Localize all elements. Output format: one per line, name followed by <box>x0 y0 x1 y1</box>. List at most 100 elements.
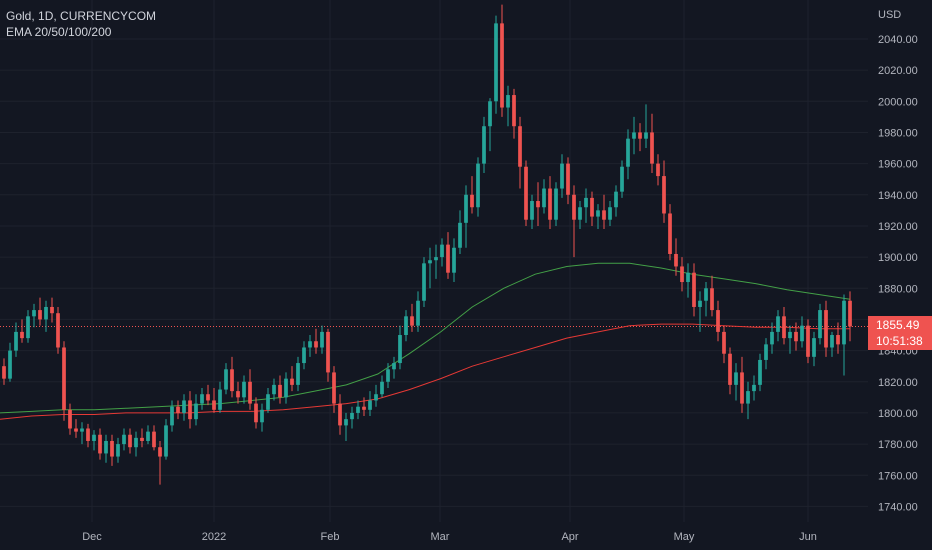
candle <box>494 15 498 114</box>
candle-body <box>182 400 186 413</box>
candle <box>710 275 714 317</box>
candle <box>140 428 144 448</box>
candle <box>596 204 600 230</box>
candle-body <box>626 138 630 167</box>
candle-body <box>668 213 672 254</box>
candle-body <box>794 331 798 342</box>
candle <box>380 375 384 398</box>
candle-body <box>26 316 30 339</box>
candle <box>344 412 348 441</box>
candle <box>152 425 156 451</box>
time-axis: Dec 2022 Feb Mar Apr May Jun <box>82 531 817 543</box>
candle <box>242 375 246 404</box>
candle <box>170 400 174 432</box>
candle-body <box>740 372 744 404</box>
candle-body <box>764 344 768 360</box>
candle-body <box>656 163 660 177</box>
candle <box>356 400 360 420</box>
candle-body <box>776 316 780 332</box>
candle-body <box>716 310 720 332</box>
candle <box>740 356 744 413</box>
candle <box>230 356 234 398</box>
candle <box>524 160 528 226</box>
candle-body <box>128 434 132 448</box>
candle-body <box>338 403 342 426</box>
candle <box>530 194 534 230</box>
candle <box>584 188 588 223</box>
candle <box>716 300 720 342</box>
candle-body <box>272 384 276 395</box>
candle-body <box>440 244 444 258</box>
candle <box>506 85 510 127</box>
candle-body <box>836 335 840 345</box>
candle <box>350 406 354 429</box>
candle-body <box>770 331 774 345</box>
candle-body <box>80 428 84 432</box>
candle-body <box>698 300 702 307</box>
candle <box>254 397 258 429</box>
candle-body <box>56 313 60 348</box>
candle <box>194 394 198 426</box>
candle-body <box>482 126 486 164</box>
candle <box>398 325 402 370</box>
candle <box>68 403 72 435</box>
candle-body <box>266 394 270 410</box>
candle-body <box>506 95 510 108</box>
candle-body <box>758 359 762 385</box>
candle <box>572 185 576 258</box>
last-price-tag: 1855.49 <box>868 316 932 335</box>
candle <box>212 387 216 413</box>
candle <box>806 319 810 364</box>
candle <box>14 322 18 357</box>
candle <box>830 331 834 357</box>
candle <box>698 291 702 332</box>
candle <box>848 291 852 342</box>
candle-body <box>614 191 618 208</box>
candle <box>812 331 816 367</box>
candle <box>536 182 540 226</box>
x-tick-label: Apr <box>561 531 578 543</box>
candle <box>470 176 474 214</box>
candle <box>668 204 672 261</box>
price-axis: 1740.001760.001780.001800.001820.001840.… <box>878 9 918 513</box>
countdown-tag: 10:51:38 <box>868 332 932 351</box>
y-tick-label: 2020.00 <box>878 65 918 77</box>
candle-body <box>296 363 300 385</box>
candle <box>728 347 732 395</box>
candle <box>110 434 114 466</box>
candle <box>200 387 204 410</box>
candle <box>56 306 60 354</box>
candle <box>548 176 552 230</box>
candle-body <box>14 331 18 351</box>
y-tick-label: 1880.00 <box>878 283 918 295</box>
candle <box>746 381 750 420</box>
x-tick-label: Jun <box>799 531 817 543</box>
candle-body <box>152 431 156 448</box>
candle-body <box>530 201 534 220</box>
candle <box>74 419 78 438</box>
candle <box>680 257 684 292</box>
candle-body <box>134 437 138 448</box>
grid-lines <box>0 0 868 522</box>
candle <box>122 428 126 451</box>
candle-body <box>536 201 540 208</box>
candle-body <box>572 194 576 220</box>
candle-body <box>566 163 570 195</box>
candle-body <box>116 444 120 457</box>
chart-legend: Gold, 1D, CURRENCYCOM EMA 20/50/100/200 <box>6 8 156 40</box>
candle-body <box>368 400 372 410</box>
y-tick-label: 1900.00 <box>878 252 918 264</box>
candle-body <box>734 372 738 385</box>
candle <box>770 322 774 354</box>
candle <box>422 257 426 307</box>
candle-body <box>158 447 162 457</box>
candle-body <box>74 428 78 432</box>
ema-line-red <box>0 323 850 420</box>
candle-body <box>224 369 228 390</box>
candle <box>218 381 222 413</box>
candle <box>464 185 468 248</box>
candle <box>566 157 570 205</box>
candle <box>44 300 48 332</box>
candle <box>476 157 480 217</box>
